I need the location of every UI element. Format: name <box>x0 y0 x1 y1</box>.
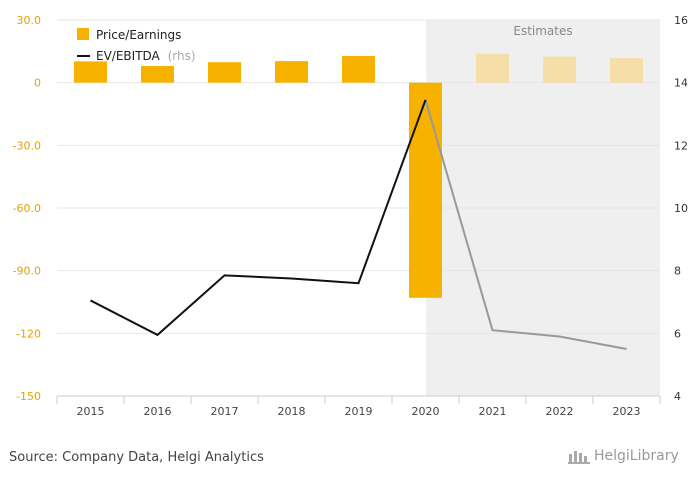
ev-ebitda-line-actual <box>90 99 427 337</box>
source-note: Source: Company Data, Helgi Analytics <box>9 450 264 465</box>
pe-bar-2018 <box>275 61 308 83</box>
x-axis: 2015 2016 2017 2018 2019 2020 2021 2022 2023 <box>56 395 661 418</box>
right-tick-label: 6 <box>674 327 681 340</box>
left-axis: 30.0 0 -30.0 -60.0 -90.0 -120 -150 <box>13 14 41 403</box>
pe-bar-2016 <box>141 65 174 83</box>
chart: Estimates 30.0 0 -30.0 -60.0 -90.0 -120 -150 1… <box>13 14 688 418</box>
x-tick-label: 2017 <box>211 405 239 418</box>
legend-label-pe: Price/Earnings <box>96 28 181 42</box>
estimates-label: Estimates <box>513 24 572 38</box>
pe-bar-2022 <box>543 56 576 83</box>
legend: Price/Earnings EV/EBITDA (rhs) <box>77 28 196 63</box>
left-tick-label: -150 <box>16 390 41 403</box>
x-tick-label: 2023 <box>613 405 641 418</box>
x-tick-label: 2016 <box>144 405 172 418</box>
pe-bar-2015 <box>74 61 107 83</box>
logo-building-icon <box>568 451 590 464</box>
left-tick-label: 0 <box>34 77 41 90</box>
right-tick-label: 4 <box>674 390 681 403</box>
x-tick-label: 2020 <box>412 405 440 418</box>
logo-text: HelgiLibrary <box>594 448 679 464</box>
right-axis: 16 14 12 10 8 6 4 <box>674 14 688 403</box>
legend-swatch-pe <box>77 28 89 40</box>
right-tick-label: 14 <box>674 77 688 90</box>
legend-label-ev-wrap: EV/EBITDA (rhs) <box>96 49 196 63</box>
right-tick-label: 12 <box>674 139 688 152</box>
ev-ebitda-line-estimates <box>424 99 627 350</box>
right-tick-label: 16 <box>674 14 688 27</box>
legend-label-ev-suffix: (rhs) <box>168 49 196 63</box>
left-tick-label: 30.0 <box>17 14 42 27</box>
legend-label-ev: EV/EBITDA <box>96 49 161 63</box>
pe-bar-2017 <box>208 62 241 83</box>
helgi-library-logo: HelgiLibrary <box>568 448 679 464</box>
x-tick-label: 2018 <box>278 405 306 418</box>
x-tick-label: 2015 <box>77 405 105 418</box>
left-tick-label: -120 <box>16 327 41 340</box>
pe-bars <box>74 53 643 298</box>
pe-bar-2020 <box>409 82 442 298</box>
pe-bar-2023 <box>610 58 643 83</box>
pe-bar-2019 <box>342 55 375 83</box>
left-tick-label: -90.0 <box>13 265 41 278</box>
pe-bar-2021 <box>476 53 509 83</box>
right-tick-label: 8 <box>674 265 681 278</box>
x-tick-label: 2022 <box>546 405 574 418</box>
left-tick-label: -30.0 <box>13 139 41 152</box>
right-tick-label: 10 <box>674 202 688 215</box>
x-tick-label: 2021 <box>479 405 507 418</box>
ev-ebitda-line <box>90 99 627 350</box>
left-tick-label: -60.0 <box>13 202 41 215</box>
x-tick-label: 2019 <box>345 405 373 418</box>
